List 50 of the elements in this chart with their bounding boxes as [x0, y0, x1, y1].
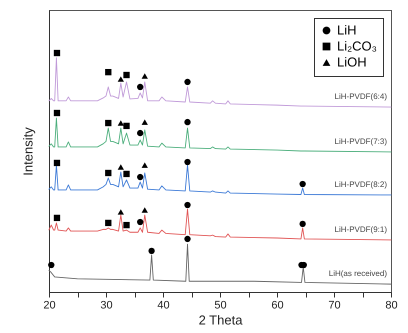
annotation: LiH-PVDF(9:1) — [334, 224, 388, 234]
point — [142, 73, 148, 79]
x-axis-title: 2 Theta — [198, 312, 244, 328]
point — [118, 120, 124, 126]
y-axis-title: Intensity — [20, 126, 36, 176]
point — [118, 164, 124, 170]
point — [105, 68, 112, 76]
point — [184, 158, 191, 166]
point — [54, 110, 60, 116]
point — [105, 120, 112, 126]
point — [137, 218, 144, 226]
x-tick-label: 80 — [385, 300, 398, 312]
annotation: LiH(as received) — [328, 269, 388, 278]
point — [184, 202, 191, 208]
point — [299, 180, 306, 188]
annotation: LiH-PVDF(6:4) — [334, 92, 388, 102]
point — [137, 174, 144, 180]
point — [118, 76, 124, 82]
point — [123, 170, 130, 178]
x-tick-label: 50 — [214, 300, 227, 312]
point — [105, 220, 112, 226]
x-tick-label: 20 — [43, 300, 56, 312]
point — [142, 207, 148, 213]
x-tick-label: 70 — [328, 300, 341, 312]
x-tick-label: 40 — [157, 300, 170, 312]
point — [184, 236, 191, 242]
annotation: LiH-PVDF(7:3) — [334, 136, 388, 146]
point — [184, 118, 191, 126]
point — [54, 160, 60, 166]
legend-label: Li₂CO₃ — [337, 38, 377, 54]
point — [118, 209, 124, 215]
point — [54, 50, 60, 56]
legend-label: LiH — [337, 22, 357, 38]
point — [142, 162, 148, 168]
annotation: LiH-PVDF(8:2) — [334, 180, 388, 189]
x-tick-label: 60 — [271, 300, 284, 312]
point — [105, 170, 112, 176]
point — [123, 222, 130, 228]
legend-label: LiOH — [337, 54, 367, 70]
point — [123, 72, 130, 78]
point — [123, 122, 130, 130]
point — [299, 220, 306, 228]
point — [54, 214, 60, 222]
point — [48, 262, 54, 268]
point — [148, 248, 155, 254]
point — [137, 130, 144, 136]
point — [142, 119, 148, 125]
point — [184, 78, 191, 86]
point — [137, 84, 144, 90]
x-tick-label: 30 — [100, 300, 113, 312]
